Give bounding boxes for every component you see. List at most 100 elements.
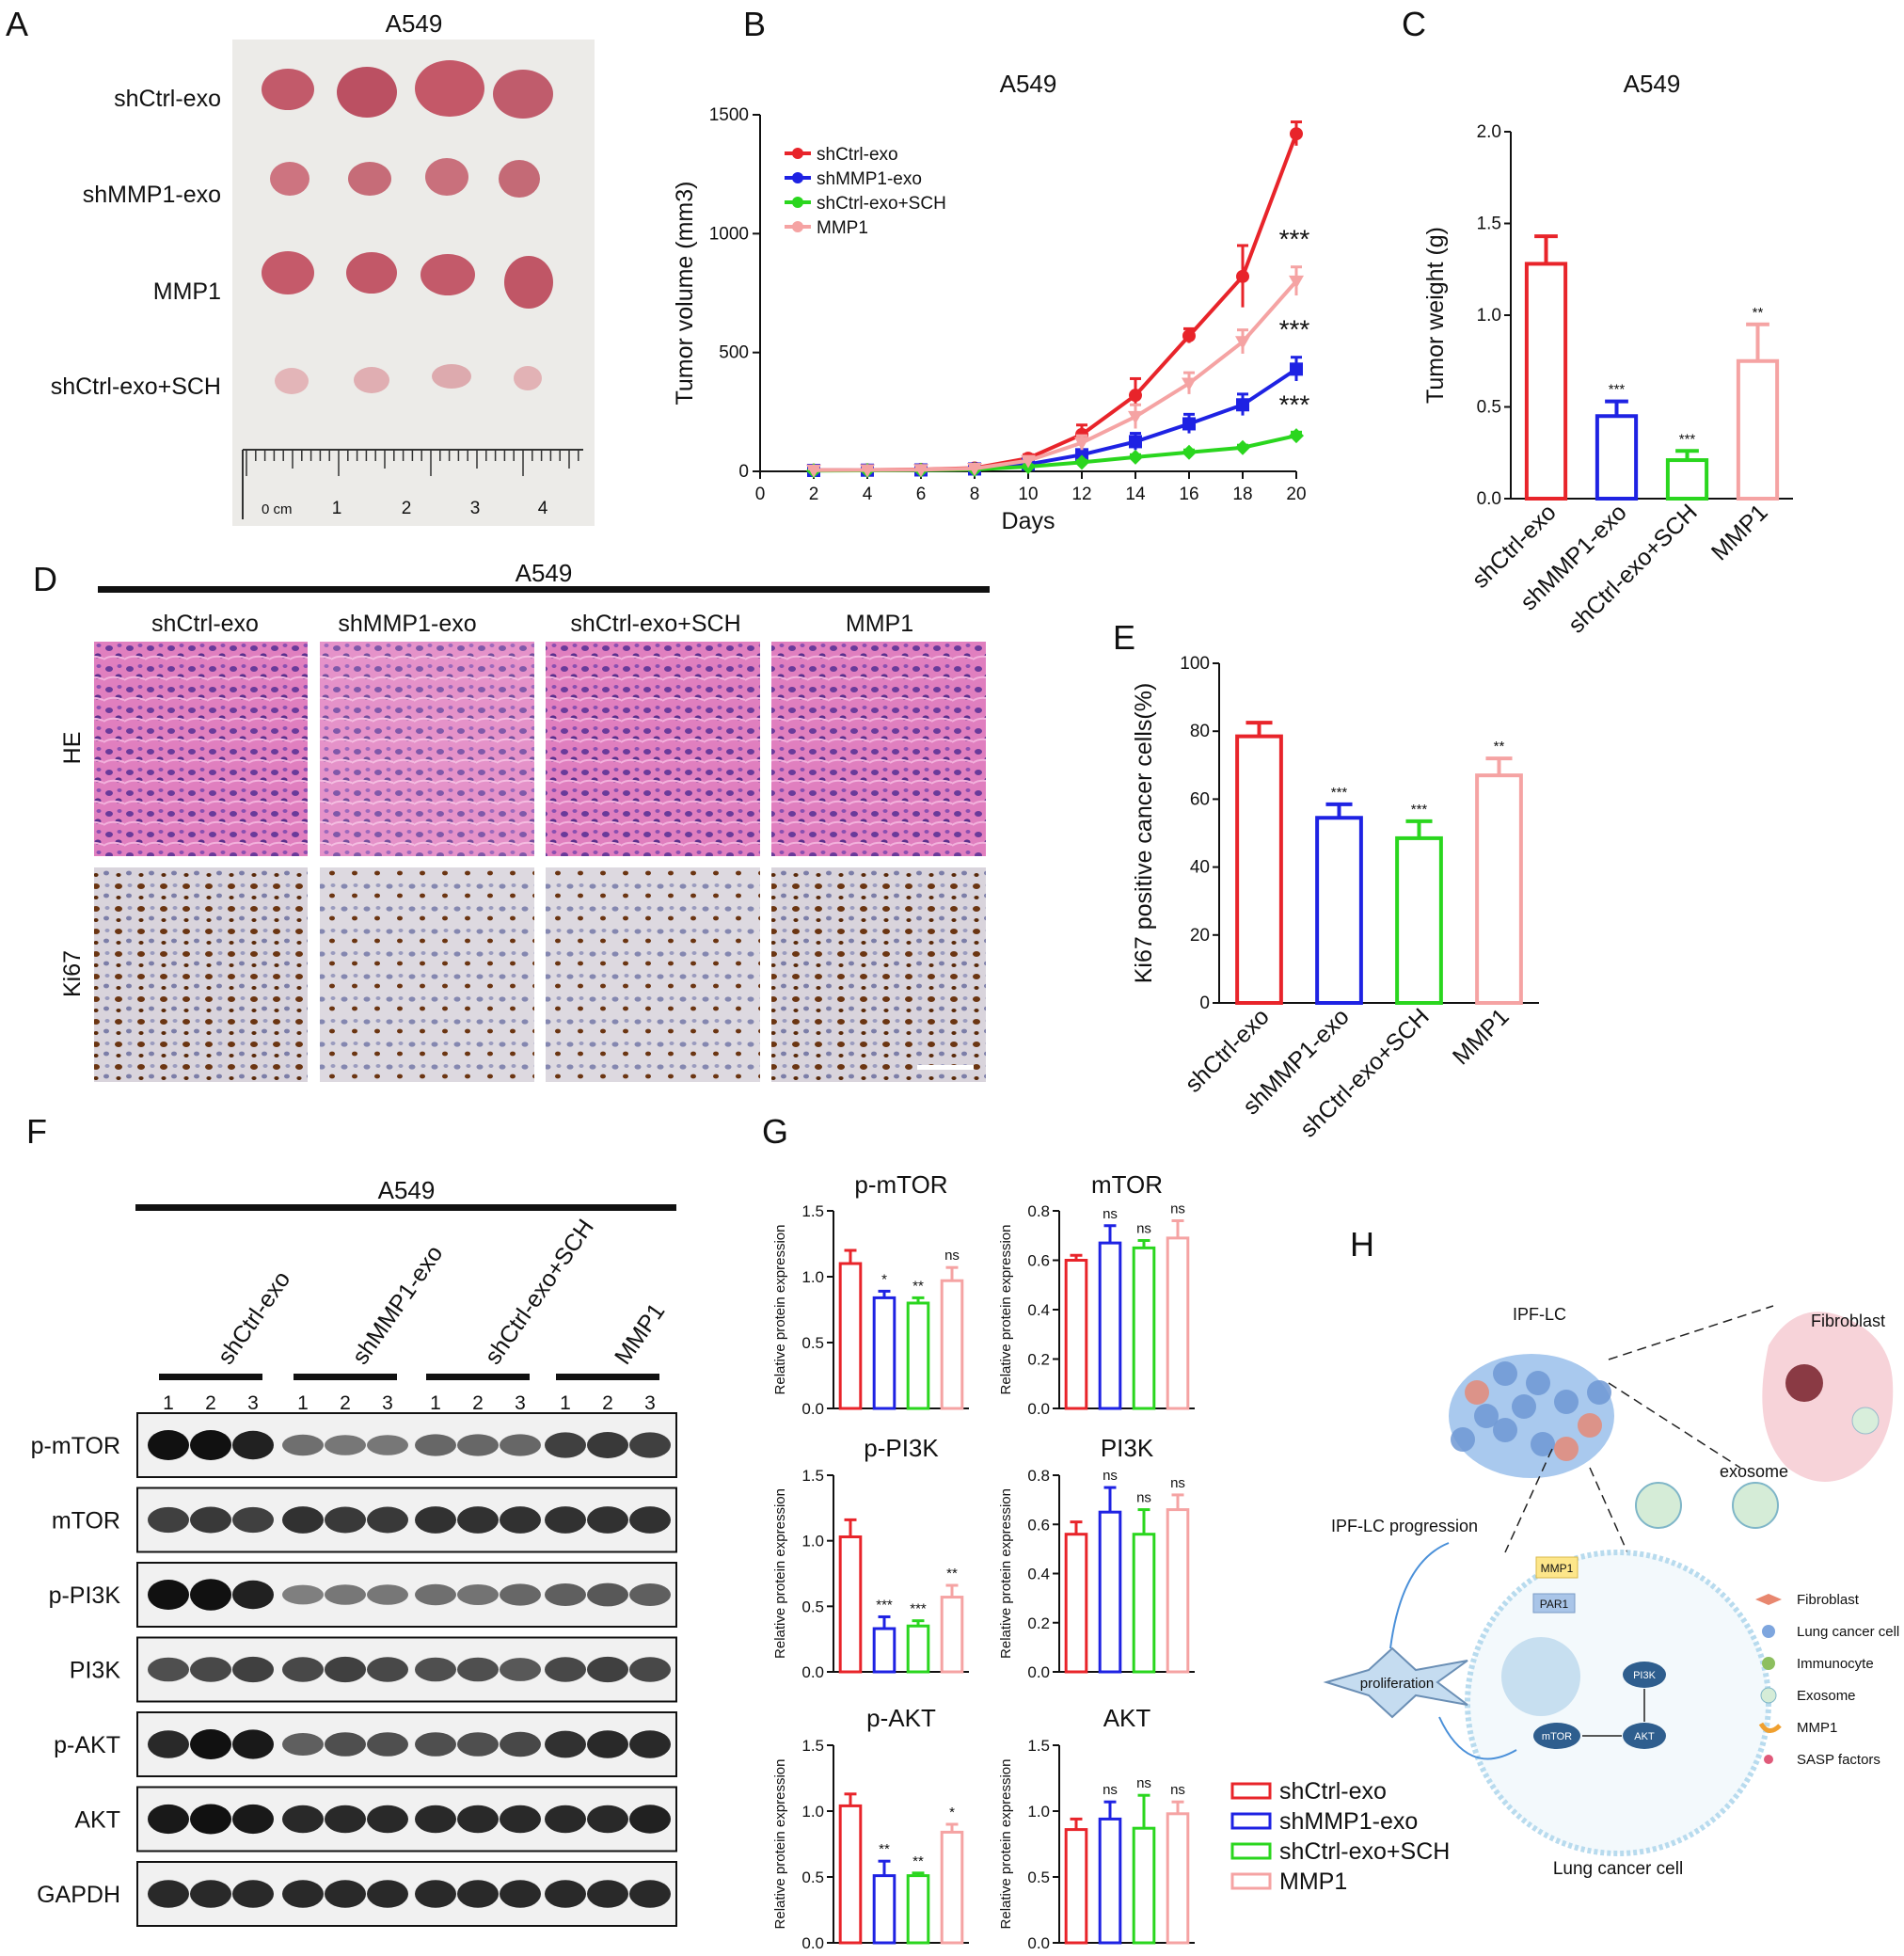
blot-band (629, 1506, 671, 1534)
legend-label-shmmp1: shMMP1-exo (1279, 1808, 1418, 1835)
panel-label-b: B (743, 5, 766, 43)
chart-b-point (1182, 417, 1196, 431)
legend-swatch-sch (1230, 1842, 1272, 1860)
blot-band (367, 1732, 408, 1757)
chart-b-point (1075, 448, 1088, 462)
blot-band (587, 1506, 628, 1534)
chart-e-ytick-label: 100 (1180, 654, 1210, 674)
panel-c: C 0.00.51.01.52.0shCtrl-exo***shMMP1-exo… (1402, 5, 1793, 638)
blot-band (545, 1583, 586, 1606)
blot-band (232, 1656, 274, 1683)
row-label-mmp1: MMP1 (153, 278, 221, 305)
chart-b-legend-marker (792, 172, 803, 183)
exosome-label: exosome (1720, 1462, 1788, 1481)
col-label-shctrl-exo-sch: shCtrl-exo+SCH (570, 611, 740, 637)
blot-band (367, 1880, 408, 1908)
chart-g3-ytick-label: 0.5 (801, 1598, 824, 1615)
blot-band (457, 1657, 499, 1682)
chart-g1-ytick-label: 0.0 (801, 1400, 824, 1418)
row-label-shctrl-exo-sch: shCtrl-exo+SCH (51, 374, 221, 400)
chart-g4-bar-1 (1098, 1510, 1122, 1674)
tumor-weight-chart: 0.00.51.01.52.0shCtrl-exo***shMMP1-exo**… (1422, 70, 1793, 638)
akt-node (1623, 1723, 1666, 1749)
chart-b-point (1182, 328, 1196, 342)
col-label-mmp1: MMP1 (846, 611, 913, 637)
panel-label-g: G (762, 1112, 788, 1151)
blot-band (367, 1805, 408, 1834)
blot-band (500, 1731, 541, 1757)
chart-c-bar-1 (1595, 414, 1639, 501)
blot-band (148, 1580, 189, 1610)
chart-e-xlabel-3: MMP1 (1448, 1003, 1515, 1070)
chart-b-point (1129, 435, 1142, 449)
chart-g1-star-3: ns (944, 1248, 960, 1264)
chart-b-xtick-label: 6 (916, 485, 927, 504)
blot-lane-label: 3 (644, 1392, 656, 1414)
tumor-volume-chart: A549 0 500 1000 1500 0 2 4 6 8 10 12 14 16 18 20 Days Tum… (672, 70, 1309, 534)
chart-b-point (806, 464, 821, 478)
blot-band (415, 1506, 456, 1534)
chart-b-xtick-label: 8 (970, 485, 980, 504)
chart-g1-ytick-label: 1.0 (801, 1268, 824, 1286)
blot-band (325, 1435, 366, 1455)
legend-swatch-shctrl (1230, 1782, 1272, 1800)
mmp1-box (1535, 1556, 1579, 1579)
blot-band (587, 1880, 628, 1908)
blot-group-label-2: shCtrl-exo+SCH (480, 1215, 599, 1370)
chart-g5-ytick-label: 1.5 (801, 1737, 824, 1755)
blot-group-bar-3 (556, 1374, 659, 1380)
chart-g1-bar-0 (838, 1262, 863, 1410)
chart-b-legend-marker (792, 221, 803, 232)
exosome-1 (1635, 1482, 1682, 1529)
blot-band (148, 1880, 189, 1908)
chart-g6-title: AKT (1103, 1704, 1151, 1732)
blot-band (457, 1506, 499, 1534)
mtor-node (1533, 1723, 1580, 1749)
chart-g1-title: p-mTOR (854, 1170, 947, 1199)
blot-lane-label: 2 (205, 1392, 216, 1414)
chart-g5-ytick-label: 0.5 (801, 1869, 824, 1886)
blot-band (190, 1804, 231, 1835)
blot-lane-label: 1 (560, 1392, 571, 1414)
blot-band (282, 1434, 324, 1456)
blot-band-label-5: AKT (74, 1807, 120, 1834)
blot-band (415, 1732, 456, 1757)
chart-g5-bar-3 (940, 1830, 964, 1945)
cluster-cell (1526, 1371, 1550, 1395)
panel-label-h: H (1350, 1225, 1374, 1264)
protein-expression-charts: 0.0 0.5 1.0 1.5 * ** ns p-mTOR Relative protein … (772, 1170, 1195, 1952)
chart-g3-bar-0 (838, 1535, 863, 1674)
blot-band (325, 1506, 366, 1534)
chart-b-legend-label: shMMP1-exo (817, 169, 922, 189)
chart-g6-ylabel: Relative protein expression (998, 1759, 1014, 1930)
chart-b-ytick-label: 1500 (709, 105, 749, 125)
ki67-image-sch (546, 867, 760, 1082)
blot-band (148, 1657, 189, 1682)
cluster-cell (1493, 1361, 1517, 1386)
blot-band (190, 1657, 231, 1682)
chart-g3-star-2: *** (910, 1601, 927, 1617)
fibroblast-label: Fibroblast (1811, 1312, 1885, 1330)
chart-g4-ytick-label: 0.0 (1027, 1663, 1050, 1681)
chart-g4-ylabel: Relative protein expression (998, 1488, 1014, 1659)
cluster-cell (1587, 1380, 1611, 1405)
chart-b-point (913, 464, 928, 478)
chart-e-star-2: *** (1411, 802, 1428, 818)
chart-b-point (1021, 454, 1036, 469)
chart-b-line-1 (813, 367, 1298, 472)
chart-g3-ylabel: Relative protein expression (772, 1488, 788, 1659)
blot-band (545, 1657, 586, 1682)
chart-g6-bar-2 (1132, 1826, 1156, 1945)
blot-band (325, 1880, 366, 1908)
ruler-unit: 0 cm (262, 501, 293, 517)
blot-band (367, 1657, 408, 1682)
chart-b-xtick-label: 2 (809, 485, 819, 504)
chart-b-point (1289, 428, 1304, 444)
chart-c-xlabel-2: shCtrl-exo+SCH (1563, 499, 1703, 638)
blot-band (325, 1805, 366, 1834)
blot-band (148, 1506, 189, 1534)
zoom-line-4 (1589, 1467, 1628, 1553)
row-label-ki67: Ki67 (59, 950, 86, 997)
chart-g2-bar-3 (1166, 1236, 1190, 1410)
chart-g5-ylabel: Relative protein expression (772, 1759, 788, 1930)
